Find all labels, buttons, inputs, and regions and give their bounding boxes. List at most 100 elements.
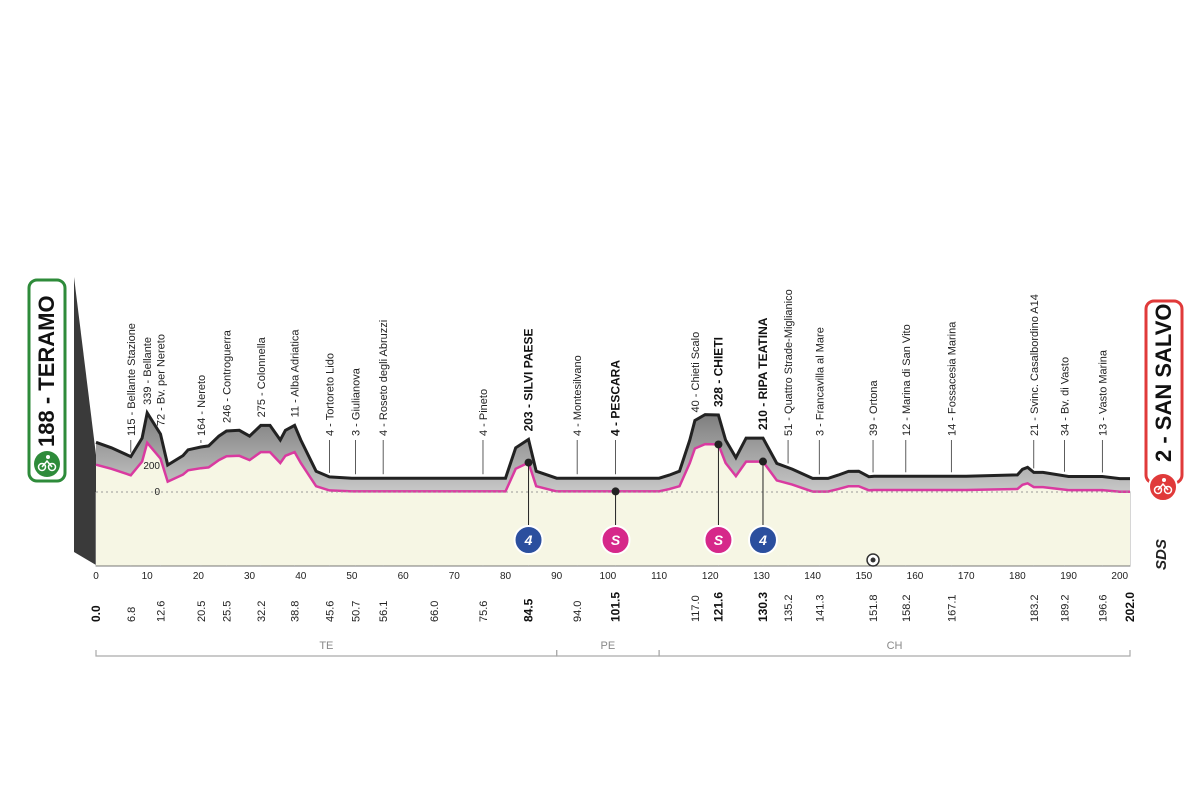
km-marker-label: 117.0 [690, 595, 702, 622]
waypoint-label: 40 - Chieti Scalo [690, 332, 702, 413]
x-tick-label: 20 [193, 571, 205, 582]
waypoint-labels: 115 - Bellante Stazione 339 - Bellante 72 … [126, 289, 1110, 436]
x-tick-label: 10 [142, 571, 154, 582]
km-marker-label: 6.8 [126, 607, 138, 622]
waypoint-label: 339 - Bellante [142, 337, 154, 405]
icon-label: S [714, 532, 724, 548]
km-marker-label: 50.7 [351, 601, 363, 622]
x-tick-label: 40 [295, 571, 307, 582]
start-bike-icon [34, 451, 60, 477]
km-marker-label: 32.2 [256, 601, 268, 622]
waypoint-label: 21 - Svinc. Casalbordino A14 [1029, 294, 1041, 436]
water-point-dot [870, 557, 876, 563]
waypoint-label: 39 - Ortona [868, 379, 880, 436]
waypoint-label: 51 - Quattro Strade-Miglianico [783, 289, 795, 436]
x-tick-label: 190 [1060, 571, 1077, 582]
icon-anchor-dot [611, 487, 620, 496]
x-tick-label: 130 [753, 571, 770, 582]
km-marker-label: 25.5 [222, 601, 234, 622]
icon-label: 4 [758, 532, 767, 548]
x-tick-label: 200 [1111, 571, 1128, 582]
waypoint-label: 210 - RIPA TEATINA [756, 317, 770, 430]
km-marker-label: 84.5 [522, 598, 536, 622]
waypoint-label: 4 - Montesilvano [572, 355, 584, 436]
waypoint-leaders [130, 440, 1103, 475]
icon-anchor-dot [714, 440, 723, 449]
waypoint-label: 4 - Roseto degli Abruzzi [378, 320, 390, 436]
km-marker-label: 130.3 [756, 592, 770, 622]
sprint-icon [703, 525, 734, 555]
waypoint-label: 4 - PESCARA [609, 360, 623, 436]
finish-label: 2 - SAN SALVO [1151, 303, 1176, 462]
km-markers: 0.0 6.8 12.6 20.5 25.5 32.2 38.8 45.6 50.7 56.1 66… [89, 592, 1137, 622]
stage-icons: 4 S S 4 [513, 440, 880, 567]
coastal-land-fill [96, 442, 1130, 565]
km-marker-label: 66.0 [429, 601, 441, 622]
km-marker-label: 151.8 [868, 594, 880, 622]
waypoint-label: 115 - Bellante Stazione [126, 323, 138, 436]
sponsor-logo: SDS [1153, 539, 1170, 570]
waypoint-label: 164 - Nereto [196, 375, 208, 436]
icon-anchor-dot [524, 458, 533, 467]
x-axis-ticks: 0 10 20 30 40 50 60 70 80 90 100 110 120 130 140 150 160… [93, 571, 1128, 582]
waypoint-label: 3 - Francavilla al Mare [814, 327, 826, 436]
x-tick-label: 110 [651, 571, 667, 582]
km-marker-label: 45.6 [324, 601, 336, 622]
waypoint-label: 34 - Bv. di Vasto [1059, 357, 1071, 436]
x-tick-label: 140 [804, 571, 821, 582]
km-marker-label: 20.5 [196, 601, 208, 622]
waypoint-label: 11 - Alba Adriatica [290, 329, 302, 418]
km-marker-label: 94.0 [572, 601, 584, 622]
waypoint-label: 246 - Controguerra [222, 329, 234, 423]
alt-tick-0: 0 [154, 487, 160, 498]
x-tick-label: 120 [702, 571, 719, 582]
start-label: 188 - TERAMO [34, 295, 59, 447]
km-marker-label: 196.6 [1097, 594, 1109, 622]
waypoint-label: 3 - Giulianova [351, 367, 363, 436]
region-bracket [658, 650, 1131, 657]
x-tick-label: 70 [449, 571, 461, 582]
x-tick-label: 50 [346, 571, 358, 582]
km-marker-label: 183.2 [1029, 594, 1041, 622]
km-marker-label: 189.2 [1059, 594, 1071, 622]
ridge-line [95, 408, 1130, 481]
km-marker-label: 101.5 [609, 592, 623, 622]
finish-bike-icon [1148, 472, 1178, 502]
finish-badge: 2 - SAN SALVO [1144, 299, 1184, 502]
x-tick-label: 150 [855, 571, 872, 582]
x-tick-label: 170 [958, 571, 975, 582]
km-marker-label: 12.6 [155, 601, 167, 622]
region-label: PE [601, 640, 616, 652]
region-label: CH [887, 640, 903, 652]
x-tick-label: 80 [500, 571, 512, 582]
climb-icon [747, 525, 778, 555]
start-badge: 188 - TERAMO [27, 278, 67, 483]
profile-left-wall [74, 277, 96, 565]
waypoint-label: 12 - Marina di San Vito [901, 324, 913, 436]
x-tick-label: 30 [244, 571, 256, 582]
x-tick-label: 100 [600, 571, 617, 582]
sprint-icon [600, 525, 631, 555]
km-marker-label: 158.2 [901, 594, 913, 622]
waypoint-label: 203 - SILVI PAESE [522, 328, 536, 431]
km-marker-label: 56.1 [378, 601, 390, 622]
region-brackets: TE PE CH [95, 640, 1131, 657]
waypoint-label: 13 - Vasto Marina [1097, 349, 1109, 436]
x-tick-label: 160 [907, 571, 924, 582]
icon-label: S [611, 532, 621, 548]
km-marker-label: 141.3 [814, 594, 826, 622]
waypoint-label: 14 - Fossacesia Marina [946, 321, 958, 436]
climb-icon [513, 525, 544, 555]
region-label: TE [319, 640, 333, 652]
waypoint-label: 72 - Bv. per Nereto [155, 334, 167, 426]
x-tick-label: 60 [398, 571, 410, 582]
route-line [95, 440, 1130, 493]
waypoint-label: 4 - Pineto [478, 389, 490, 436]
km-marker-label: 38.8 [290, 601, 302, 622]
km-marker-label: 75.6 [478, 601, 490, 622]
km-marker-label: 0.0 [89, 605, 103, 622]
km-marker-label: 135.2 [783, 594, 795, 622]
icon-label: 4 [524, 532, 533, 548]
x-tick-label: 0 [93, 571, 99, 582]
